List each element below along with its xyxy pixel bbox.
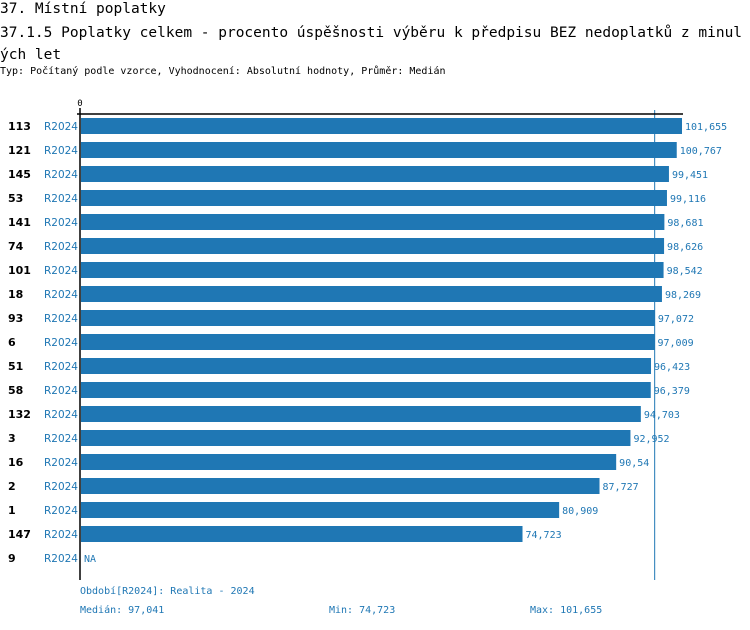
row-period: R2024 — [44, 217, 78, 229]
axis-tick-label: 0 — [77, 99, 82, 109]
data-label: 92,952 — [633, 434, 669, 445]
row-id: 74 — [8, 240, 24, 253]
data-label: 74,723 — [526, 530, 562, 541]
bar — [81, 214, 665, 230]
bar — [81, 310, 655, 326]
data-label: 98,269 — [665, 290, 701, 301]
row-period: R2024 — [44, 529, 78, 541]
data-label: 99,116 — [670, 194, 706, 205]
row-id: 101 — [8, 264, 31, 277]
row-period: R2024 — [44, 313, 78, 325]
row-period: R2024 — [44, 361, 78, 373]
data-label: 90,54 — [619, 458, 649, 469]
bar — [81, 454, 617, 470]
data-label: 98,681 — [667, 218, 703, 229]
data-label: NA — [84, 554, 96, 565]
bar — [81, 430, 631, 446]
row-period: R2024 — [44, 265, 78, 277]
data-label: 96,423 — [654, 362, 690, 373]
bar — [81, 502, 560, 518]
bar — [81, 238, 665, 254]
row-period: R2024 — [44, 457, 78, 469]
row-id: 6 — [8, 336, 16, 349]
bar — [81, 382, 651, 398]
row-id: 53 — [8, 192, 23, 205]
row-id: 121 — [8, 144, 31, 157]
data-label: 99,451 — [672, 170, 708, 181]
row-period: R2024 — [44, 553, 78, 565]
row-period: R2024 — [44, 337, 78, 349]
data-label: 94,703 — [644, 410, 680, 421]
footer-median: Medián: 97,041 — [80, 605, 165, 616]
row-period: R2024 — [44, 121, 78, 133]
data-label: 80,909 — [562, 506, 598, 517]
row-id: 18 — [8, 288, 23, 301]
row-id: 1 — [8, 504, 16, 517]
row-period: R2024 — [44, 145, 78, 157]
row-id: 9 — [8, 552, 16, 565]
bar — [81, 334, 655, 350]
section-title: 37. Místní poplatky — [0, 1, 166, 17]
footer-period: Období[R2024]: Realita - 2024 — [80, 586, 255, 597]
row-id: 3 — [8, 432, 16, 445]
chart-info: Typ: Počítaný podle vzorce, Vyhodnocení:… — [0, 66, 446, 77]
bar — [81, 262, 664, 278]
row-period: R2024 — [44, 409, 78, 421]
bar — [81, 142, 677, 158]
row-id: 113 — [8, 120, 31, 133]
bar — [81, 478, 600, 494]
bar — [81, 118, 682, 134]
row-id: 58 — [8, 384, 23, 397]
row-id: 141 — [8, 216, 31, 229]
bar — [81, 166, 669, 182]
bar — [81, 358, 652, 374]
row-period: R2024 — [44, 193, 78, 205]
row-id: 147 — [8, 528, 31, 541]
row-period: R2024 — [44, 169, 78, 181]
row-period: R2024 — [44, 505, 78, 517]
footer-min: Min: 74,723 — [329, 605, 396, 616]
row-id: 51 — [8, 360, 23, 373]
data-label: 96,379 — [654, 386, 690, 397]
data-label: 100,767 — [680, 146, 722, 157]
bar — [81, 406, 641, 422]
row-period: R2024 — [44, 241, 78, 253]
bar — [81, 190, 667, 206]
data-label: 97,072 — [658, 314, 694, 325]
row-id: 93 — [8, 312, 23, 325]
row-id: 2 — [8, 480, 16, 493]
footer-max: Max: 101,655 — [530, 605, 603, 616]
row-period: R2024 — [44, 385, 78, 397]
data-label: 97,009 — [657, 338, 693, 349]
chart-title: 37.1.5 Poplatky celkem - procento úspěšn… — [0, 25, 743, 63]
data-label: 98,626 — [667, 242, 703, 253]
row-period: R2024 — [44, 433, 78, 445]
data-label: 101,655 — [685, 122, 727, 133]
data-label: 87,727 — [603, 482, 639, 493]
row-id: 132 — [8, 408, 31, 421]
data-label: 98,542 — [667, 266, 703, 277]
bar — [81, 286, 662, 302]
row-id: 145 — [8, 168, 31, 181]
bar — [81, 526, 523, 542]
row-id: 16 — [8, 456, 24, 469]
row-period: R2024 — [44, 289, 78, 301]
row-period: R2024 — [44, 481, 78, 493]
